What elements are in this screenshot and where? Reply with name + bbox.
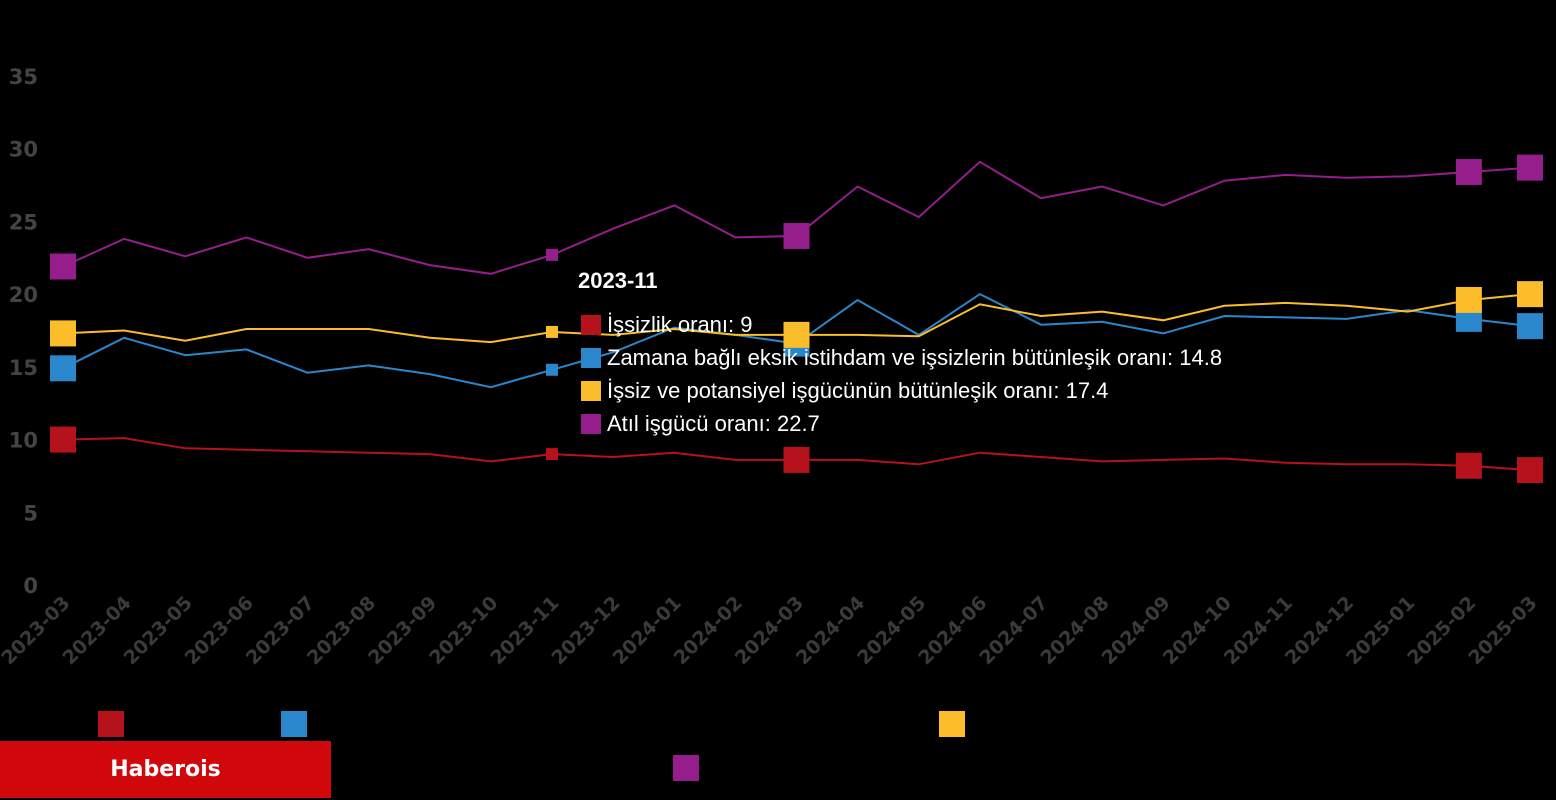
series-line-3 <box>62 160 1531 275</box>
y-tick-label: 15 <box>9 356 38 380</box>
tooltip-swatch-potential-labour <box>581 380 601 401</box>
data-point-marker[interactable] <box>1455 158 1482 185</box>
series-lines <box>50 154 1543 484</box>
tooltip-swatch-underutilisation <box>581 413 601 434</box>
tooltip-label-potential-labour: İşsiz ve potansiyel işgücünün bütünleşik… <box>607 377 1109 403</box>
data-point-marker[interactable] <box>1517 281 1543 308</box>
legend-item-underutilisation[interactable] <box>673 755 699 781</box>
tooltip-title: 2023-11 <box>578 268 658 293</box>
data-point-marker[interactable] <box>50 426 76 453</box>
x-axis: 2023-032023-042023-052023-062023-072023-… <box>0 592 1542 669</box>
chart-tooltip: 2023-11 İşsizlik oranı: 9 Zamana bağlı e… <box>578 268 1222 440</box>
y-tick-label: 0 <box>23 574 38 598</box>
y-tick-label: 30 <box>9 138 38 162</box>
data-point-marker[interactable] <box>1517 457 1543 484</box>
data-point-marker[interactable] <box>546 448 558 461</box>
tooltip-label-underutilisation: Atıl işgücü oranı: 22.7 <box>607 410 820 436</box>
data-point-marker[interactable] <box>783 446 810 473</box>
data-point-marker[interactable] <box>546 248 558 261</box>
legend-item-potential-labour[interactable] <box>939 711 965 737</box>
legend-item-time-related[interactable] <box>281 711 307 737</box>
data-point-marker[interactable] <box>783 321 810 348</box>
y-tick-label: 20 <box>9 283 38 307</box>
y-axis: 0 5 10 15 20 25 30 35 <box>9 65 38 598</box>
data-point-marker[interactable] <box>50 355 76 382</box>
legend-item-unemployment[interactable] <box>98 711 124 737</box>
tooltip-row-time-related: Zamana bağlı eksik istihdam ve işsizleri… <box>578 341 1222 374</box>
data-point-marker[interactable] <box>1517 154 1543 181</box>
y-tick-label: 10 <box>9 429 38 453</box>
y-tick-label: 5 <box>23 501 38 525</box>
tooltip-row-underutilisation: Atıl işgücü oranı: 22.7 <box>578 407 1222 440</box>
tooltip-row-unemployment: İşsizlik oranı: 9 <box>578 308 1222 341</box>
y-tick-label: 35 <box>9 65 38 89</box>
data-point-marker[interactable] <box>783 222 810 249</box>
brand-logo[interactable]: Haberois <box>0 741 331 798</box>
y-tick-label: 25 <box>9 210 38 234</box>
brand-label: Haberois <box>110 757 221 782</box>
data-point-marker[interactable] <box>50 320 76 347</box>
tooltip-swatch-time-related <box>581 347 601 368</box>
tooltip-label-time-related: Zamana bağlı eksik istihdam ve işsizleri… <box>607 344 1223 370</box>
data-point-marker[interactable] <box>1455 286 1482 313</box>
data-point-marker[interactable] <box>1455 452 1482 479</box>
tooltip-row-potential-labour: İşsiz ve potansiyel işgücünün bütünleşik… <box>578 374 1222 407</box>
data-point-marker[interactable] <box>546 325 558 338</box>
data-point-marker[interactable] <box>50 253 76 280</box>
tooltip-swatch-unemployment <box>581 314 601 335</box>
data-point-marker[interactable] <box>546 363 558 376</box>
data-point-marker[interactable] <box>1517 313 1543 340</box>
tooltip-label-unemployment: İşsizlik oranı: 9 <box>607 311 753 337</box>
